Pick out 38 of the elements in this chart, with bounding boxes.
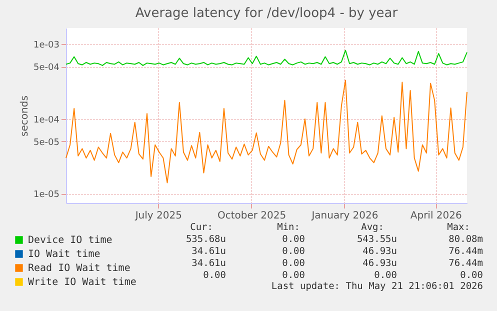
text: Max:	[447, 222, 470, 233]
text: 76.44m	[448, 246, 483, 257]
text: 46.93u	[362, 258, 397, 269]
text: 0.00	[374, 270, 397, 281]
legend-label: Read IO Wait time	[28, 263, 130, 274]
x-tick-label: January 2026	[310, 210, 378, 222]
y-tick-label: 1e-05	[34, 190, 60, 200]
legend-label: Write IO Wait time	[28, 277, 136, 288]
x-tick-label: April 2026	[410, 210, 462, 222]
text: 34.61u	[192, 258, 226, 269]
text: 543.55u	[356, 234, 397, 245]
line-series	[66, 50, 468, 66]
text: Avg:	[361, 222, 384, 233]
x-tick-label: October 2025	[217, 210, 286, 222]
legend-label: Device IO time	[28, 235, 112, 246]
line-series	[66, 80, 468, 184]
text: 0.00	[203, 270, 226, 281]
text: 0.00	[282, 258, 305, 269]
text: 76.44m	[448, 258, 483, 269]
chart-title: Average latency for /dev/loop4 - by year	[135, 6, 398, 21]
y-axis-title: seconds	[20, 96, 31, 136]
text: 0.00	[282, 246, 305, 257]
y-tick-label: 1e-04	[34, 115, 60, 126]
y-tick-label: 1e-03	[34, 40, 60, 51]
text: 34.61u	[192, 246, 226, 257]
x-tick-label: July 2025	[134, 210, 182, 222]
y-tick-label: 5e-05	[34, 138, 60, 148]
text: Min:	[277, 222, 300, 233]
text: 80.08m	[448, 234, 483, 245]
text: 0.00	[282, 234, 305, 245]
text: 46.93u	[362, 246, 397, 257]
text: 535.68u	[186, 234, 226, 245]
text: Last update: Thu May 21 21:06:01 2026	[271, 281, 483, 292]
text: 0.00	[460, 270, 483, 281]
text: Cur:	[190, 222, 213, 233]
text: 0.00	[282, 270, 305, 281]
legend-label: IO Wait time	[28, 249, 100, 260]
y-tick-label: 5e-04	[34, 63, 60, 74]
